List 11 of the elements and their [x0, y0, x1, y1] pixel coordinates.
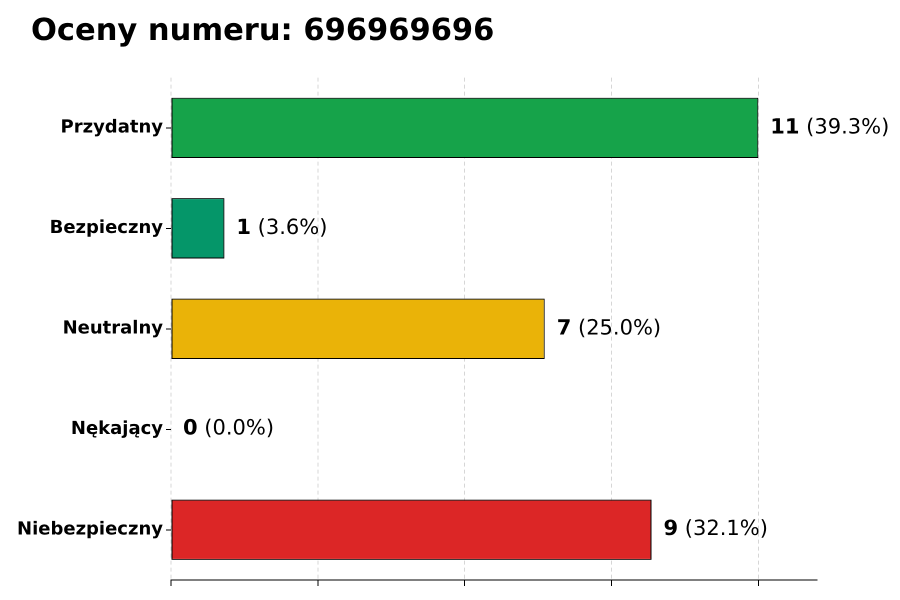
- data-label: 1 (3.6%): [236, 214, 328, 239]
- y-tick-label: Bezpieczny: [50, 216, 164, 238]
- y-tick-label: Neutralny: [62, 317, 164, 338]
- chart-title: Oceny numeru: 696969696: [31, 13, 494, 48]
- data-label: 11 (39.3%): [770, 114, 890, 138]
- y-tick-label: Niebezpieczny: [17, 518, 164, 540]
- data-label: 7 (25.0%): [556, 315, 662, 340]
- data-label: 0 (0.0%): [183, 416, 274, 440]
- data-label: 9 (32.1%): [663, 516, 768, 540]
- y-tick-label: Przydatny: [60, 116, 164, 138]
- y-tick-label: Nękający: [70, 418, 164, 439]
